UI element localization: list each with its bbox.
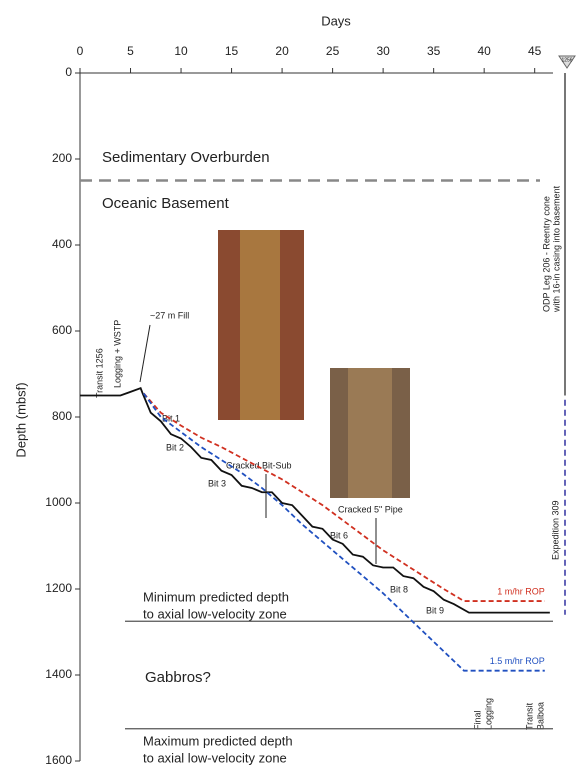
- x-tick-label: 10: [174, 44, 188, 58]
- annotation: Bit 3: [208, 478, 226, 488]
- y-tick-label: 200: [52, 151, 72, 165]
- y-tick-label: 1200: [45, 581, 72, 595]
- x-tick-label: 35: [427, 44, 441, 58]
- annotation: Expedition 309: [550, 500, 560, 560]
- series-line: [142, 392, 545, 602]
- y-tick-label: 1000: [45, 495, 72, 509]
- annotation: Maximum predicted depth: [143, 733, 293, 748]
- annotation: Logging + WSTP: [112, 320, 122, 388]
- y-tick-label: 600: [52, 323, 72, 337]
- photo-pipe: [240, 230, 280, 420]
- annotation: to axial low-velocity zone: [143, 606, 287, 621]
- annotation: Cracked 5" Pipe: [338, 504, 403, 514]
- annotation: Logging: [483, 698, 493, 730]
- x-tick-label: 5: [127, 44, 134, 58]
- annotation: Gabbros?: [145, 669, 211, 686]
- annotation: to axial low-velocity zone: [143, 750, 287, 765]
- x-tick-label: 0: [77, 44, 84, 58]
- x-tick-label: 45: [528, 44, 542, 58]
- series-label: 1.5 m/hr ROP: [490, 656, 545, 666]
- annotation: Final: [472, 710, 482, 730]
- series-line: [142, 392, 545, 672]
- x-tick-label: 40: [477, 44, 491, 58]
- annotation: 1256: [561, 57, 572, 63]
- annotation: ~27 m Fill: [150, 310, 189, 320]
- annotation: with 16-in casing into basement: [551, 185, 561, 313]
- x-tick-label: 30: [376, 44, 390, 58]
- series-label: 1 m/hr ROP: [497, 586, 545, 596]
- photo-pipe-body: [348, 368, 392, 498]
- x-tick-label: 20: [275, 44, 289, 58]
- y-tick-label: 1600: [45, 753, 72, 767]
- site-marker: [558, 55, 576, 69]
- y-axis-label: Depth (mbsf): [13, 382, 28, 457]
- y-tick-label: 800: [52, 409, 72, 423]
- arrow: [139, 324, 151, 383]
- series-line: [80, 387, 550, 614]
- annotation: Bit 6: [330, 530, 348, 540]
- annotation: Minimum predicted depth: [143, 589, 289, 604]
- x-axis-label: Days: [321, 13, 351, 28]
- annotation: Sedimentary Overburden: [102, 149, 270, 166]
- annotation: Bit 9: [426, 605, 444, 615]
- y-tick-label: 1400: [45, 667, 72, 681]
- annotation: Balboa: [535, 702, 545, 730]
- annotation: Cracked Bit-Sub: [226, 460, 292, 470]
- annotation: Bit 8: [390, 584, 408, 594]
- annotation: Bit 1: [162, 413, 180, 423]
- annotation: Oceanic Basement: [102, 195, 230, 212]
- y-tick-label: 0: [65, 65, 72, 79]
- annotation: Transit: [524, 702, 534, 730]
- y-tick-label: 400: [52, 237, 72, 251]
- annotation: ODP Leg 206 - Reentry cone: [541, 196, 551, 312]
- x-tick-label: 25: [326, 44, 340, 58]
- x-tick-label: 15: [225, 44, 239, 58]
- annotation: Transit 1256: [94, 348, 104, 398]
- annotation: Bit 2: [166, 442, 184, 452]
